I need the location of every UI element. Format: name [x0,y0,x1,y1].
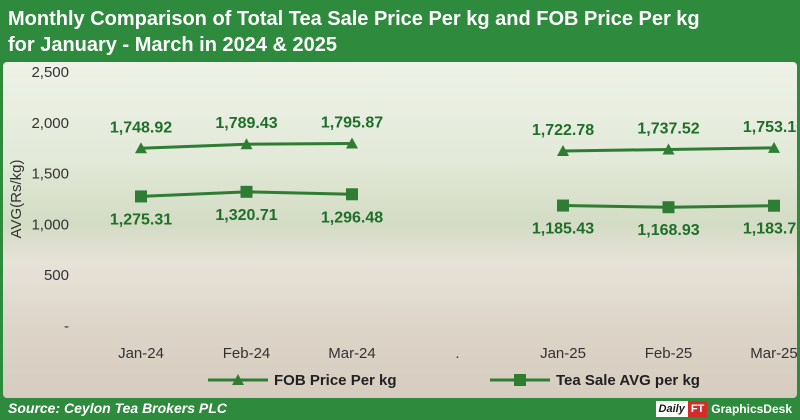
y-tick-label: - [64,318,69,335]
brand-desk-text: GraphicsDesk [711,402,792,416]
y-tick-label: 1,500 [31,166,69,183]
y-tick-label: 2,500 [31,64,69,81]
chart-title: Monthly Comparison of Total Tea Sale Pri… [8,8,700,56]
brand-daily-text: Daily [655,401,688,417]
square-marker [768,199,780,212]
legend-label: Tea Sale AVG per kg [556,372,700,389]
x-tick-label: Mar-25 [750,345,797,362]
square-marker [346,188,358,201]
line-chart: - 500 1,000 1,500 2,000 2,500 AVG(Rs/kg) Jan-24… [8,64,797,389]
x-tick-label: . [455,345,459,362]
legend-label: FOB Price Per kg [274,372,397,389]
square-marker [662,201,675,214]
square-marker [557,199,569,212]
triangle-marker [557,144,569,156]
x-tick-label: Mar-24 [328,345,376,362]
data-label: 1,722.78 [532,122,594,139]
y-tick-label: 2,000 [31,115,69,132]
data-label: 1,753.16 [743,119,797,136]
legend-triangle-marker [232,374,244,385]
brand-logo: Daily FT GraphicsDesk [655,401,792,417]
data-label: 1,185.43 [532,221,594,238]
y-tick-label: 1,000 [31,216,69,233]
title-bar: Monthly Comparison of Total Tea Sale Pri… [0,0,800,64]
triangle-marker [240,138,253,150]
legend-square-marker [514,374,526,386]
data-label: 1,795.87 [321,115,383,132]
square-marker [135,190,147,203]
data-label: 1,789.43 [215,115,277,132]
x-tick-label: Jan-24 [118,345,164,362]
x-tick-label: Feb-25 [645,345,693,362]
triangle-marker [346,137,358,149]
y-axis-label: AVG(Rs/kg) [8,160,25,239]
x-tick-label: Jan-25 [540,345,586,362]
triangle-marker [135,142,147,154]
footer-bar: Source: Ceylon Tea Brokers PLC Daily FT … [0,398,800,420]
data-label: 1,737.52 [637,120,699,137]
x-tick-label: Feb-24 [223,345,271,362]
data-label: 1,183.76 [743,221,797,238]
data-label: 1,748.92 [110,119,172,136]
brand-ft-text: FT [687,401,708,417]
triangle-marker [768,141,780,153]
data-label: 1,168.93 [637,222,699,239]
square-marker [240,185,253,198]
source-note: Source: Ceylon Tea Brokers PLC [8,400,227,416]
y-tick-label: 500 [44,267,69,284]
triangle-marker [662,143,675,155]
data-label: 1,320.71 [215,207,277,224]
chart-panel: - 500 1,000 1,500 2,000 2,500 AVG(Rs/kg) Jan-24… [3,62,797,398]
data-label: 1,275.31 [110,211,172,228]
data-label: 1,296.48 [321,209,383,226]
